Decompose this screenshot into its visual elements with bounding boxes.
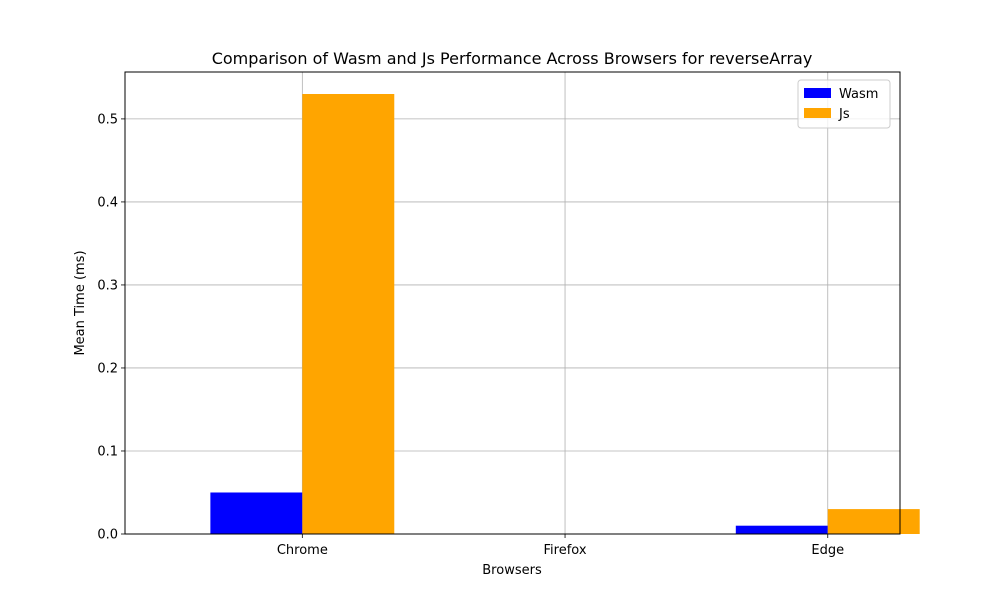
- bar-wasm-edge: [735, 525, 828, 534]
- y-tick-label: 0.2: [97, 361, 118, 376]
- y-tick-label: 0.0: [97, 528, 118, 543]
- y-tick-label: 0.1: [97, 444, 118, 459]
- y-axis-label: Mean Time (ms): [73, 250, 88, 355]
- x-axis: Chrome Firefox Edge: [277, 534, 844, 558]
- legend: Wasm Js: [797, 79, 891, 129]
- legend-label-js: Js: [838, 107, 850, 122]
- legend-swatch-wasm: [804, 88, 831, 98]
- x-tick-label: Chrome: [277, 543, 328, 558]
- bar-wasm-chrome: [210, 492, 303, 534]
- y-tick-label: 0.4: [97, 195, 118, 210]
- legend-swatch-js: [804, 108, 831, 118]
- y-tick-label: 0.5: [97, 112, 118, 127]
- x-tick-label: Edge: [811, 543, 844, 558]
- bars: [210, 94, 920, 534]
- x-tick-label: Firefox: [544, 543, 587, 558]
- y-axis: 0.0 0.1 0.2 0.3 0.4 0.5: [97, 112, 125, 543]
- bar-js-edge: [827, 509, 920, 534]
- bar-js-chrome: [302, 94, 395, 534]
- chart-title: Comparison of Wasm and Js Performance Ac…: [212, 49, 813, 68]
- x-axis-label: Browsers: [482, 563, 542, 578]
- plot-frame: [124, 71, 901, 535]
- grid: [125, 72, 900, 535]
- y-tick-label: 0.3: [97, 278, 118, 293]
- legend-label-wasm: Wasm: [839, 87, 878, 102]
